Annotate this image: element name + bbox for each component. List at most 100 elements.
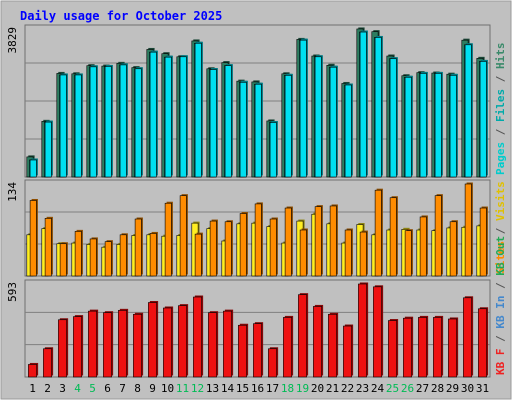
bar-pages xyxy=(419,73,427,178)
x-tick-label: 31 xyxy=(476,382,489,395)
bar-kb-f xyxy=(133,313,142,378)
bar-pages xyxy=(314,56,322,178)
x-tick-label: 7 xyxy=(119,382,126,395)
bar-sites xyxy=(269,218,277,277)
bar-pages xyxy=(344,84,352,178)
legend-entry: KB In xyxy=(494,296,507,329)
bar-pages xyxy=(464,44,472,178)
bar-kb-f xyxy=(388,320,397,378)
x-tick-label: 23 xyxy=(356,382,369,395)
x-tick-label: 27 xyxy=(416,382,429,395)
bar-kb-f xyxy=(103,312,112,378)
bar-kb-f xyxy=(313,306,322,378)
bar-sites xyxy=(299,229,307,277)
bar-sites xyxy=(374,189,382,277)
kbytes-panel: 593 KB F / KB In / KB Out xyxy=(6,236,507,378)
bar-sites xyxy=(164,202,172,277)
legend-entry: / xyxy=(494,276,507,296)
bar-sites xyxy=(449,221,457,277)
series-legend: Sites / Visits xyxy=(494,181,507,274)
bar-sites xyxy=(464,183,472,277)
bar-sites xyxy=(404,230,412,277)
x-tick-label: 16 xyxy=(251,382,264,395)
bar-kb-f xyxy=(118,310,127,378)
bar-kb-f xyxy=(58,319,67,378)
x-tick-label: 2 xyxy=(44,382,51,395)
bar-pages xyxy=(89,66,97,178)
x-tick-label: 30 xyxy=(461,382,474,395)
bar-pages xyxy=(299,39,307,178)
bar-sites xyxy=(344,229,352,277)
bar-pages xyxy=(449,75,457,178)
bar-kb-f xyxy=(73,316,82,378)
x-tick-label: 20 xyxy=(311,382,324,395)
chart-title: Daily usage for October 2025 xyxy=(20,9,222,23)
bar-pages xyxy=(209,69,217,178)
bar-kb-f xyxy=(433,317,442,378)
x-tick-label: 22 xyxy=(341,382,354,395)
bar-pages xyxy=(389,58,397,178)
x-tick-label: 9 xyxy=(149,382,156,395)
bar-kb-f xyxy=(328,313,337,378)
bar-pages xyxy=(104,66,112,178)
bar-pages xyxy=(269,122,277,178)
bar-kb-f xyxy=(343,325,352,378)
bar-kb-f xyxy=(283,317,292,378)
bar-pages xyxy=(224,65,232,178)
legend-entry: / xyxy=(494,69,507,89)
x-tick-label: 6 xyxy=(104,382,111,395)
x-tick-label: 25 xyxy=(386,382,399,395)
legend-entry: Visits xyxy=(494,181,507,221)
legend-entry: Sites xyxy=(494,241,507,274)
x-tick-label: 5 xyxy=(89,382,96,395)
legend-entry: Hits xyxy=(494,43,507,70)
bar-sites xyxy=(329,205,337,277)
bar-kb-f xyxy=(163,307,172,378)
x-tick-label: 1 xyxy=(29,382,36,395)
bar-sites xyxy=(104,241,112,277)
bar-kb-f xyxy=(373,286,382,378)
bar-kb-f xyxy=(418,317,427,378)
bar-sites xyxy=(479,207,487,277)
y-max-label: 134 xyxy=(6,182,19,202)
x-tick-label: 14 xyxy=(221,382,235,395)
series-legend: KB F / KB In / KB Out xyxy=(494,236,507,375)
bar-pages xyxy=(404,76,412,178)
bar-kb-f xyxy=(178,305,187,378)
x-tick-label: 29 xyxy=(446,382,459,395)
x-tick-label: 19 xyxy=(296,382,309,395)
bar-sites xyxy=(389,197,397,277)
bar-kb-f xyxy=(268,348,277,378)
bar-pages xyxy=(134,68,142,178)
bar-sites xyxy=(209,220,217,277)
x-tick-label: 4 xyxy=(74,382,81,395)
x-tick-label: 11 xyxy=(176,382,189,395)
legend-entry: / xyxy=(494,221,507,241)
bar-pages xyxy=(239,82,247,178)
x-tick-label: 10 xyxy=(161,382,174,395)
bar-sites xyxy=(59,243,67,277)
x-tick-label: 8 xyxy=(134,382,141,395)
chart-panels: 3829 Pages / Files / Hits 134 Sites / Visit… xyxy=(6,24,507,378)
x-tick-label: 26 xyxy=(401,382,414,395)
visits-panel: 134 Sites / Visits xyxy=(6,179,507,277)
bar-pages xyxy=(194,42,202,178)
bar-pages xyxy=(359,31,367,178)
bar-sites xyxy=(44,218,52,277)
bar-kb-f xyxy=(358,283,367,378)
bar-pages xyxy=(254,83,262,178)
bar-kb-f xyxy=(478,308,487,378)
legend-entry: KB Out xyxy=(494,236,507,276)
bar-kb-f xyxy=(148,302,157,378)
bar-sites xyxy=(314,206,322,277)
bar-pages xyxy=(44,121,52,178)
bar-kb-f xyxy=(403,317,412,378)
legend-entry: Pages xyxy=(494,142,507,175)
bar-sites xyxy=(194,233,202,277)
bar-kb-f xyxy=(88,310,97,378)
x-axis-labels: 1 2 3 4 5 6 7 8 9 10 11 12 13 14 15 16 17 18 19 20 21 22 23 24 2… xyxy=(29,382,489,395)
bar-kb-f xyxy=(238,324,247,378)
series-legend: Pages / Files / Hits xyxy=(494,43,507,176)
bar-sites xyxy=(29,200,37,277)
